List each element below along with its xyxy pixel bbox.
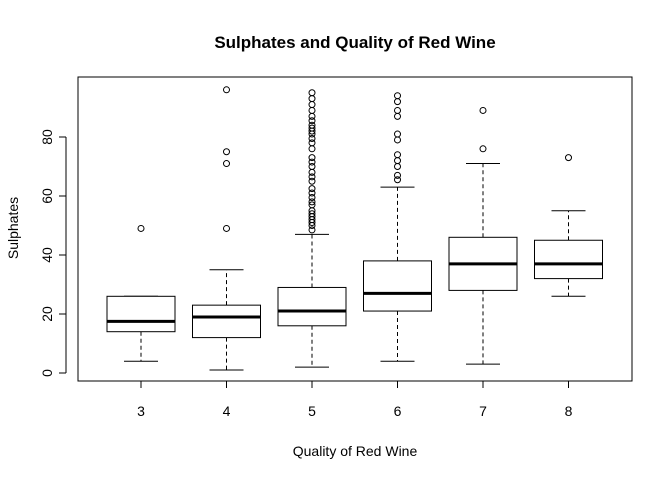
x-tick-label-8: 8 [565,403,573,419]
outlier-point-5-11 [308,185,316,193]
outlier-point-5-8 [308,198,316,206]
outlier-point-5-30 [308,89,316,97]
box-4 [192,86,261,371]
outlier-point-6-0 [394,176,401,184]
outlier-point-5-19 [308,139,316,147]
outlier-point-6-5 [394,136,401,144]
y-axis: 0 20 40 60 80 [39,129,67,377]
x-axis-label: Quality of Red Wine [293,443,418,459]
outlier-point-6-10 [394,92,401,100]
outlier-point-7-1 [479,106,487,114]
x-axis: 3 4 5 6 7 8 [137,380,573,419]
outlier-point-5-16 [308,158,316,166]
outlier-point-5-25 [308,117,316,125]
outlier-point-4-3 [223,86,230,94]
outlier-point-5-12 [308,177,316,185]
outlier-point-6-9 [394,98,401,106]
outlier-point-5-24 [308,121,316,129]
outlier-point-3-0 [137,224,145,232]
outlier-point-6-6 [394,130,401,138]
outlier-point-5-28 [308,101,316,109]
outlier-point-5-20 [308,134,316,142]
outlier-point-5-23 [308,124,316,132]
outlier-point-5-0 [308,226,316,234]
outlier-point-5-18 [308,145,316,153]
outlier-point-6-1 [394,171,401,179]
outlier-point-4-2 [223,148,230,156]
outlier-point-6-4 [394,151,401,159]
outlier-point-5-5 [308,210,316,218]
outlier-point-8-0 [565,154,572,162]
outlier-point-5-10 [308,189,316,197]
y-tick-label-20: 20 [39,306,55,322]
y-tick-label-40: 40 [39,247,55,263]
outlier-point-6-8 [394,106,401,114]
outlier-point-5-14 [308,168,316,176]
box-rect-8 [534,239,603,280]
y-axis-label: Sulphates [5,197,21,259]
outlier-point-5-26 [308,112,316,120]
plot-frame [77,76,633,382]
box-rect-5 [277,286,347,327]
box-5 [277,89,347,368]
box-rect-3 [106,295,176,333]
outlier-point-5-13 [308,173,316,181]
outlier-point-5-27 [308,106,316,114]
box-6 [363,92,432,362]
outlier-point-5-9 [308,193,316,201]
box-8 [534,154,603,297]
boxes-group [106,86,603,371]
outlier-point-7-0 [479,145,487,153]
box-rect-6 [363,260,432,312]
y-tick-label-60: 60 [39,188,55,204]
x-tick-label-7: 7 [479,403,487,419]
outlier-point-5-15 [308,163,316,170]
x-tick-label-6: 6 [394,403,402,419]
box-rect-4 [192,304,261,339]
x-tick-label-3: 3 [137,403,145,419]
outlier-point-5-7 [308,201,316,209]
y-tick-label-80: 80 [39,129,55,145]
x-tick-label-4: 4 [223,403,231,419]
y-tick-label-0: 0 [39,369,55,377]
box-7 [448,106,518,365]
chart-title: Sulphates and Quality of Red Wine [214,33,495,52]
outlier-point-4-0 [223,224,230,232]
box-3 [106,224,176,362]
outlier-point-5-17 [308,154,316,162]
outlier-point-4-1 [223,160,230,168]
outlier-point-5-29 [308,95,316,103]
outlier-point-6-7 [394,112,401,120]
outlier-point-6-2 [394,163,401,170]
outlier-point-6-3 [394,157,401,165]
x-tick-label-5: 5 [308,403,316,419]
